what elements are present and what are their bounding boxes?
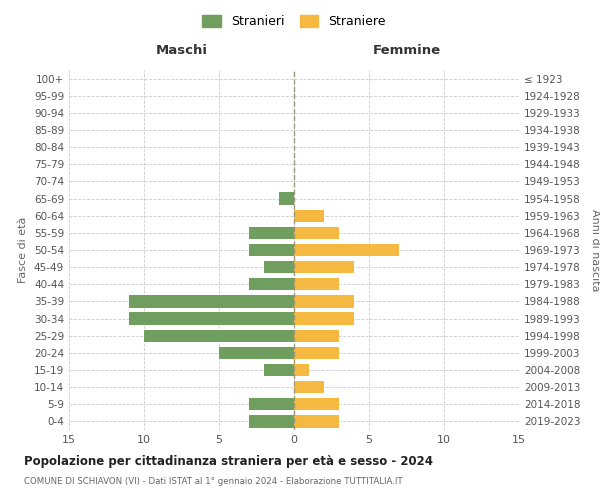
Bar [249, 244, 294, 256]
Y-axis label: Anni di nascita: Anni di nascita [590, 209, 600, 291]
Text: Femmine: Femmine [373, 44, 440, 58]
Text: Maschi: Maschi [155, 44, 208, 58]
Bar [294, 330, 339, 342]
Y-axis label: Fasce di età: Fasce di età [19, 217, 28, 283]
Bar [294, 312, 354, 324]
Bar [249, 278, 294, 290]
Bar [294, 381, 324, 394]
Bar [129, 296, 294, 308]
Bar [264, 364, 294, 376]
Bar [294, 278, 339, 290]
Bar [294, 226, 339, 239]
Legend: Stranieri, Straniere: Stranieri, Straniere [199, 12, 389, 32]
Bar [294, 244, 399, 256]
Bar [294, 346, 339, 359]
Text: COMUNE DI SCHIAVON (VI) - Dati ISTAT al 1° gennaio 2024 - Elaborazione TUTTITALI: COMUNE DI SCHIAVON (VI) - Dati ISTAT al … [24, 478, 403, 486]
Bar [294, 261, 354, 274]
Bar [129, 312, 294, 324]
Bar [294, 364, 309, 376]
Bar [279, 192, 294, 204]
Bar [294, 416, 339, 428]
Bar [249, 398, 294, 410]
Bar [219, 346, 294, 359]
Bar [294, 296, 354, 308]
Bar [249, 416, 294, 428]
Bar [249, 226, 294, 239]
Bar [264, 261, 294, 274]
Text: Popolazione per cittadinanza straniera per età e sesso - 2024: Popolazione per cittadinanza straniera p… [24, 455, 433, 468]
Bar [144, 330, 294, 342]
Bar [294, 210, 324, 222]
Bar [294, 398, 339, 410]
